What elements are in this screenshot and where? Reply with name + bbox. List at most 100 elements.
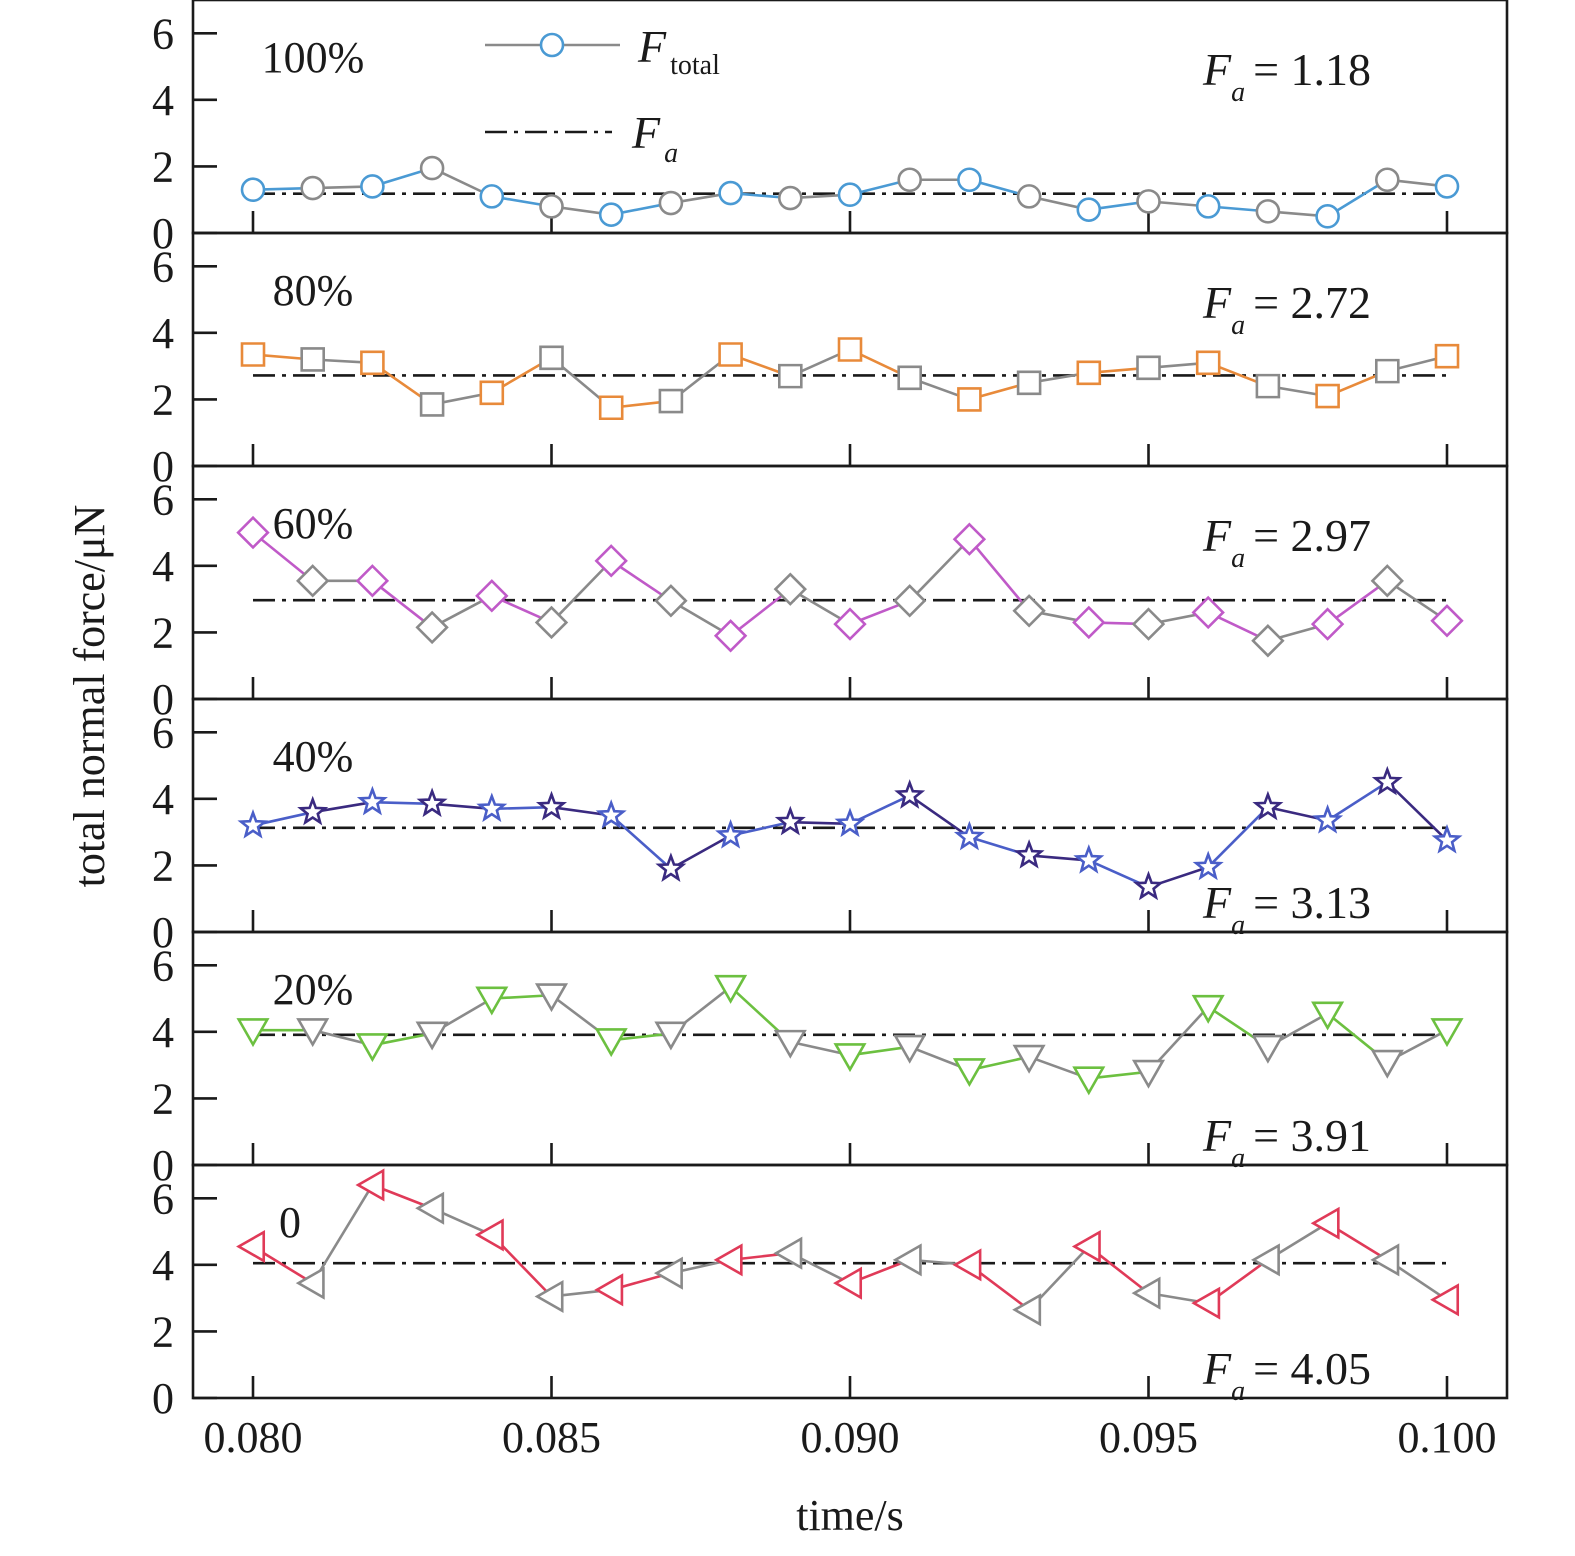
data-point bbox=[598, 202, 624, 227]
y-tick-label: 0 bbox=[152, 675, 174, 724]
data-point bbox=[1251, 624, 1285, 658]
data-point bbox=[1131, 1059, 1166, 1089]
data-point bbox=[834, 807, 866, 838]
data-point bbox=[1430, 604, 1464, 638]
data-point bbox=[654, 584, 688, 618]
data-point bbox=[1195, 350, 1221, 376]
panel-label: 20% bbox=[273, 965, 354, 1014]
y-tick-label: 2 bbox=[152, 608, 174, 657]
y-tick-label: 0 bbox=[152, 1374, 174, 1423]
series-segment bbox=[968, 538, 1031, 612]
series-segment bbox=[372, 800, 433, 806]
series-segment bbox=[908, 538, 971, 602]
data-point bbox=[295, 1266, 325, 1300]
data-point bbox=[479, 184, 505, 209]
data-point bbox=[1252, 790, 1284, 821]
y-tick-label: 0 bbox=[152, 1141, 174, 1190]
data-point bbox=[594, 544, 628, 578]
data-point bbox=[1370, 1049, 1404, 1079]
data-point bbox=[1195, 194, 1221, 219]
data-point bbox=[713, 619, 748, 653]
data-point bbox=[837, 182, 863, 208]
y-tick-label: 2 bbox=[152, 375, 174, 424]
data-point bbox=[356, 785, 388, 816]
y-tick-label: 2 bbox=[152, 841, 174, 890]
data-point bbox=[539, 345, 564, 371]
data-point bbox=[534, 1279, 564, 1314]
data-point bbox=[1312, 804, 1344, 834]
data-point bbox=[1431, 824, 1463, 854]
series-segment bbox=[1386, 781, 1448, 842]
data-point bbox=[1311, 1001, 1345, 1031]
data-point bbox=[415, 1021, 449, 1051]
data-point bbox=[654, 1021, 688, 1051]
fa-annotation: Fa = 1.18 bbox=[1202, 44, 1371, 108]
data-point bbox=[1131, 1276, 1161, 1310]
panel-label: 60% bbox=[273, 499, 354, 548]
data-point bbox=[952, 522, 987, 556]
data-point bbox=[1136, 355, 1161, 381]
data-point bbox=[237, 809, 269, 839]
data-point bbox=[1132, 870, 1165, 901]
data-point bbox=[240, 342, 266, 367]
y-tick-label: 6 bbox=[152, 9, 174, 58]
data-point bbox=[1375, 358, 1400, 384]
y-tick-label: 4 bbox=[152, 1008, 174, 1057]
y-tick-label: 4 bbox=[152, 542, 174, 591]
data-point bbox=[595, 799, 627, 829]
data-point bbox=[1255, 199, 1281, 224]
data-point bbox=[1072, 1066, 1106, 1096]
data-point bbox=[240, 177, 266, 203]
data-point bbox=[296, 564, 330, 598]
data-point bbox=[1076, 197, 1102, 222]
data-point bbox=[837, 337, 863, 362]
data-point bbox=[1375, 167, 1400, 193]
data-point bbox=[1315, 383, 1340, 409]
series-segment bbox=[252, 531, 314, 582]
series-segment bbox=[491, 805, 552, 811]
series-segment bbox=[371, 579, 433, 629]
data-point bbox=[658, 388, 684, 414]
data-point bbox=[360, 174, 385, 199]
y-tick-label: 6 bbox=[152, 708, 174, 757]
data-point bbox=[833, 607, 867, 641]
data-point bbox=[1251, 1034, 1285, 1064]
data-point bbox=[534, 605, 569, 640]
data-point bbox=[1310, 1206, 1340, 1240]
y-tick-label: 6 bbox=[152, 242, 174, 291]
data-point bbox=[773, 1236, 803, 1270]
series-segment bbox=[908, 794, 971, 839]
data-point bbox=[475, 986, 509, 1016]
data-point bbox=[1434, 343, 1460, 369]
x-axis: 0.080 0.085 0.090 0.095 0.100 bbox=[204, 1413, 1497, 1462]
series-segment bbox=[670, 834, 732, 870]
data-point bbox=[655, 852, 687, 882]
data-point bbox=[360, 350, 385, 376]
y-tick-label: 0 bbox=[152, 908, 174, 957]
x-tick-label: 0.080 bbox=[204, 1413, 303, 1462]
chart-panels: 0 2 4 6 100% Fa = 1.18 0 2 4 6 80% Fa = 2.72 0 2 4 6 60% Fa… bbox=[152, 0, 1509, 1423]
data-point bbox=[714, 974, 748, 1004]
x-axis-title: time/s bbox=[796, 1491, 904, 1540]
panel-frame bbox=[191, 464, 1509, 701]
y-tick-label: 2 bbox=[152, 1307, 174, 1356]
data-point bbox=[416, 787, 448, 818]
y-axis-title: total normal force/μN bbox=[65, 505, 114, 888]
y-tick-label: 6 bbox=[152, 1174, 174, 1223]
y-tick-label: 6 bbox=[152, 475, 174, 524]
data-point bbox=[1370, 564, 1404, 598]
y-tick-label: 4 bbox=[152, 76, 174, 125]
series-segment bbox=[1326, 579, 1389, 626]
data-point bbox=[1072, 605, 1106, 640]
data-point bbox=[718, 342, 743, 367]
data-point bbox=[778, 363, 803, 389]
data-point bbox=[236, 1230, 266, 1264]
data-point bbox=[1191, 595, 1225, 630]
data-point bbox=[957, 167, 982, 193]
data-point bbox=[355, 564, 390, 598]
x-tick-label: 0.085 bbox=[502, 1413, 601, 1462]
panel-5: 0 2 4 6 0 Fa = 4.05 bbox=[152, 1163, 1509, 1423]
legend-marker-ftotal bbox=[539, 32, 565, 58]
